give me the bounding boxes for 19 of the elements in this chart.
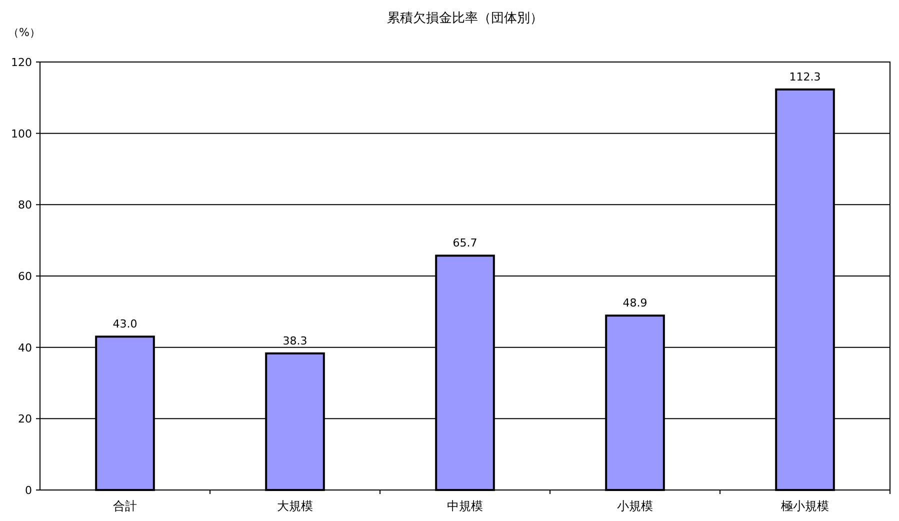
x-tick-label: 中規模 (447, 499, 483, 513)
data-label: 65.7 (452, 236, 478, 250)
y-tick-label: 120 (11, 56, 32, 69)
x-tick-label: 小規模 (617, 499, 653, 513)
x-tick-label: 合計 (113, 499, 137, 513)
data-label: 38.3 (282, 334, 308, 348)
y-tick-label: 20 (18, 412, 32, 426)
y-axis-title: （%） (8, 26, 40, 39)
y-tick-label: 80 (18, 198, 32, 212)
data-label: 48.9 (622, 296, 648, 310)
y-tick-label: 40 (18, 341, 32, 354)
x-tick-label: 大規模 (277, 499, 313, 513)
data-label: 112.3 (789, 70, 821, 84)
chart-title: 累積欠損金比率（団体別） (387, 10, 543, 26)
data-label: 43.0 (112, 318, 138, 331)
y-tick-label: 0 (25, 484, 32, 497)
y-tick-label: 60 (18, 270, 32, 283)
y-tick-label: 100 (11, 127, 32, 140)
x-tick-label: 極小規模 (781, 499, 829, 513)
